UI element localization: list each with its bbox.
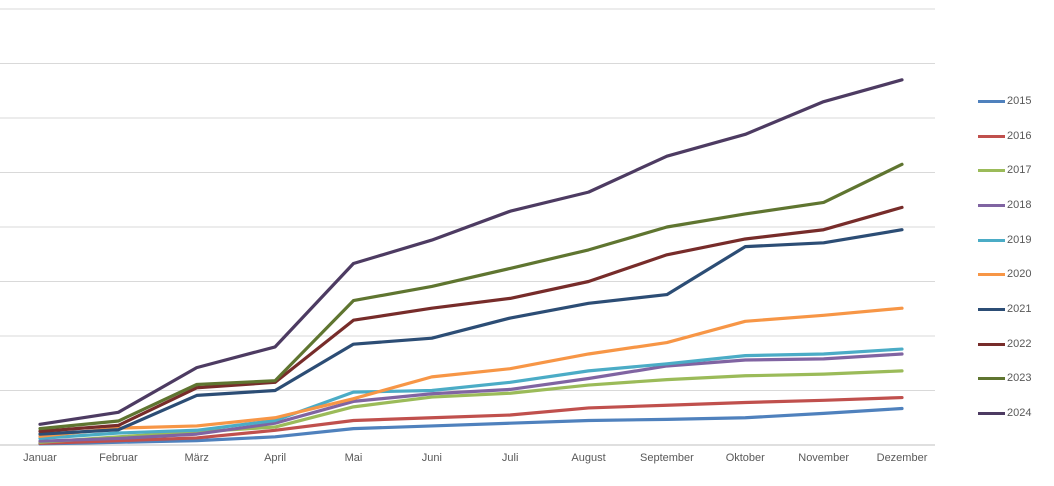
legend-line-swatch <box>978 342 1005 346</box>
legend-item-2015[interactable]: 2015 <box>978 84 1031 119</box>
legend-label: 2018 <box>1007 198 1032 211</box>
legend-item-2022[interactable]: 2022 <box>978 327 1031 362</box>
series-line-2015[interactable] <box>38 406 904 446</box>
series-line-2018[interactable] <box>38 352 904 443</box>
legend-label: 2023 <box>1007 372 1032 385</box>
series-line-2020[interactable] <box>38 306 904 438</box>
legend-item-2020[interactable]: 2020 <box>978 257 1031 292</box>
legend-line-swatch <box>978 273 1005 277</box>
series-line-2024[interactable] <box>38 78 904 426</box>
legend-line-swatch <box>978 134 1005 138</box>
legend-item-2024[interactable]: 2024 <box>978 396 1031 431</box>
series-line-2021[interactable] <box>38 228 904 436</box>
series-line-2022[interactable] <box>38 205 904 433</box>
legend-label: 2017 <box>1007 164 1032 177</box>
series-line-2017[interactable] <box>38 369 904 444</box>
legend-item-2021[interactable]: 2021 <box>978 292 1031 327</box>
legend-label: 2024 <box>1007 407 1032 420</box>
legend-line-swatch <box>978 169 1005 173</box>
series-line-2023[interactable] <box>38 162 904 431</box>
legend-label: 2015 <box>1007 94 1032 107</box>
legend-item-2023[interactable]: 2023 <box>978 362 1031 397</box>
legend: 2015 2016 2017 2018 2019 2020 2021 2022 2023 2024 <box>978 84 1031 431</box>
legend-line-swatch <box>978 377 1005 381</box>
legend-line-swatch <box>978 238 1005 242</box>
legend-line-swatch <box>978 412 1005 416</box>
legend-label: 2019 <box>1007 233 1032 246</box>
legend-label: 2022 <box>1007 337 1032 350</box>
legend-line-swatch <box>978 203 1005 207</box>
legend-item-2016[interactable]: 2016 <box>978 119 1031 154</box>
legend-item-2018[interactable]: 2018 <box>978 188 1031 223</box>
legend-line-swatch <box>978 99 1005 103</box>
legend-item-2017[interactable]: 2017 <box>978 153 1031 188</box>
series-line-2019[interactable] <box>38 347 904 441</box>
legend-label: 2021 <box>1007 302 1032 315</box>
legend-item-2019[interactable]: 2019 <box>978 223 1031 258</box>
series-line-2016[interactable] <box>38 395 904 445</box>
legend-line-swatch <box>978 307 1005 311</box>
legend-label: 2020 <box>1007 268 1032 281</box>
legend-label: 2016 <box>1007 129 1032 142</box>
